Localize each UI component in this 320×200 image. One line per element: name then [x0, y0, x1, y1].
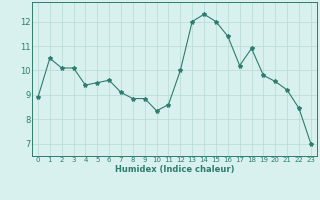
X-axis label: Humidex (Indice chaleur): Humidex (Indice chaleur) [115, 165, 234, 174]
